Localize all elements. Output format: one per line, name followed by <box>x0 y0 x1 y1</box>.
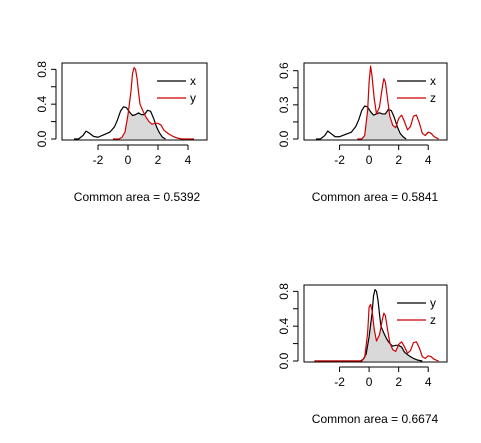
x-tick-label: 4 <box>185 153 192 167</box>
series-line-x <box>74 106 166 140</box>
y-tick-label: 0.3 <box>277 96 291 113</box>
chart-panel-1: -2 0 2 4 0.0 0.4 0.8 xy Common area = 0.5392 <box>35 61 208 204</box>
plot-frame <box>61 62 208 141</box>
series-line-y <box>113 67 194 140</box>
overlap-area <box>113 110 166 139</box>
legend-label-y: y <box>190 91 196 105</box>
y-tick-label: 0.0 <box>277 130 291 147</box>
y-tick-label: 0.4 <box>35 96 49 113</box>
plot-frame <box>303 62 448 141</box>
common-area-caption: Common area = 0.6674 <box>312 412 439 426</box>
plot-frame <box>303 284 448 363</box>
common-area-caption: Common area = 0.5841 <box>312 190 439 204</box>
x-tick-label: -2 <box>93 153 104 167</box>
y-tick-label: 0.6 <box>277 62 291 79</box>
x-tick-label: 2 <box>155 153 162 167</box>
chart-panel-2: -2 0 2 4 0.0 0.3 0.6 xz Common area = 0.5841 <box>277 62 448 204</box>
legend-label-x: x <box>190 74 196 88</box>
y-tick-label: 0.4 <box>277 318 291 335</box>
legend: xy <box>157 74 196 105</box>
x-tick-label: -2 <box>334 375 345 389</box>
x-tick-label: 0 <box>366 375 373 389</box>
x-tick-label: 0 <box>125 153 132 167</box>
y-tick-label: 0.8 <box>277 283 291 300</box>
overlap-area <box>314 313 423 361</box>
x-tick-label: 2 <box>395 153 402 167</box>
x-tick-label: 0 <box>366 153 373 167</box>
y-tick-label: 0.0 <box>277 352 291 369</box>
series-line-z <box>314 303 439 362</box>
legend-label-z: z <box>430 313 436 327</box>
legend-label-x: x <box>430 74 436 88</box>
overlap-area <box>357 107 407 139</box>
y-tick-label: 0.8 <box>35 61 49 78</box>
series-line-z <box>357 65 439 140</box>
legend: xz <box>397 74 436 105</box>
x-tick-label: 4 <box>425 375 432 389</box>
legend-label-y: y <box>430 296 436 310</box>
legend: yz <box>397 296 436 327</box>
common-area-caption: Common area = 0.5392 <box>74 190 201 204</box>
x-tick-label: 2 <box>395 375 402 389</box>
legend-label-z: z <box>430 91 436 105</box>
y-tick-label: 0.0 <box>35 130 49 147</box>
x-tick-label: 4 <box>425 153 432 167</box>
chart-panel-3: -2 0 2 4 0.0 0.4 0.8 yz Common area = 0.6674 <box>277 283 448 426</box>
x-tick-label: -2 <box>334 153 345 167</box>
